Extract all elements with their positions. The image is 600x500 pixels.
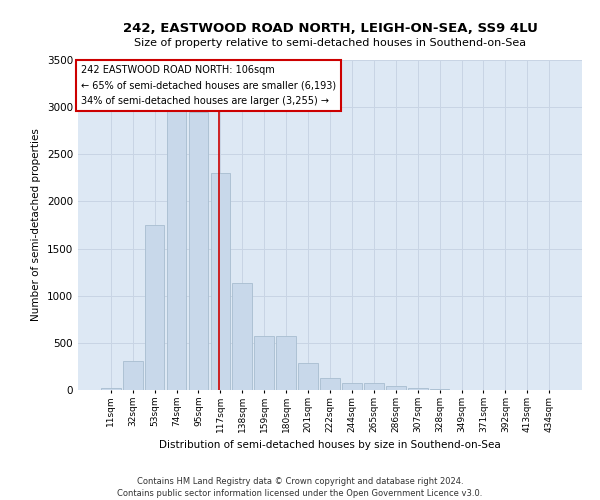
Text: Size of property relative to semi-detached houses in Southend-on-Sea: Size of property relative to semi-detach… xyxy=(134,38,526,48)
Bar xyxy=(101,388,121,390)
Text: 242 EASTWOOD ROAD NORTH: 106sqm
← 65% of semi-detached houses are smaller (6,193: 242 EASTWOOD ROAD NORTH: 106sqm ← 65% of… xyxy=(80,65,335,106)
Bar xyxy=(430,389,449,390)
Bar xyxy=(167,100,187,390)
Bar xyxy=(276,336,296,390)
Text: Contains HM Land Registry data © Crown copyright and database right 2024.: Contains HM Land Registry data © Crown c… xyxy=(137,478,463,486)
Bar xyxy=(232,282,252,390)
Bar xyxy=(386,386,406,390)
Bar xyxy=(254,336,274,390)
Bar xyxy=(364,384,384,390)
Bar xyxy=(188,112,208,390)
Bar xyxy=(342,383,362,390)
Text: Contains public sector information licensed under the Open Government Licence v3: Contains public sector information licen… xyxy=(118,489,482,498)
Y-axis label: Number of semi-detached properties: Number of semi-detached properties xyxy=(31,128,41,322)
Text: 242, EASTWOOD ROAD NORTH, LEIGH-ON-SEA, SS9 4LU: 242, EASTWOOD ROAD NORTH, LEIGH-ON-SEA, … xyxy=(122,22,538,36)
Bar xyxy=(123,361,143,390)
Bar xyxy=(298,363,318,390)
X-axis label: Distribution of semi-detached houses by size in Southend-on-Sea: Distribution of semi-detached houses by … xyxy=(159,440,501,450)
Bar xyxy=(408,388,428,390)
Bar xyxy=(211,173,230,390)
Bar xyxy=(320,378,340,390)
Bar xyxy=(145,225,164,390)
